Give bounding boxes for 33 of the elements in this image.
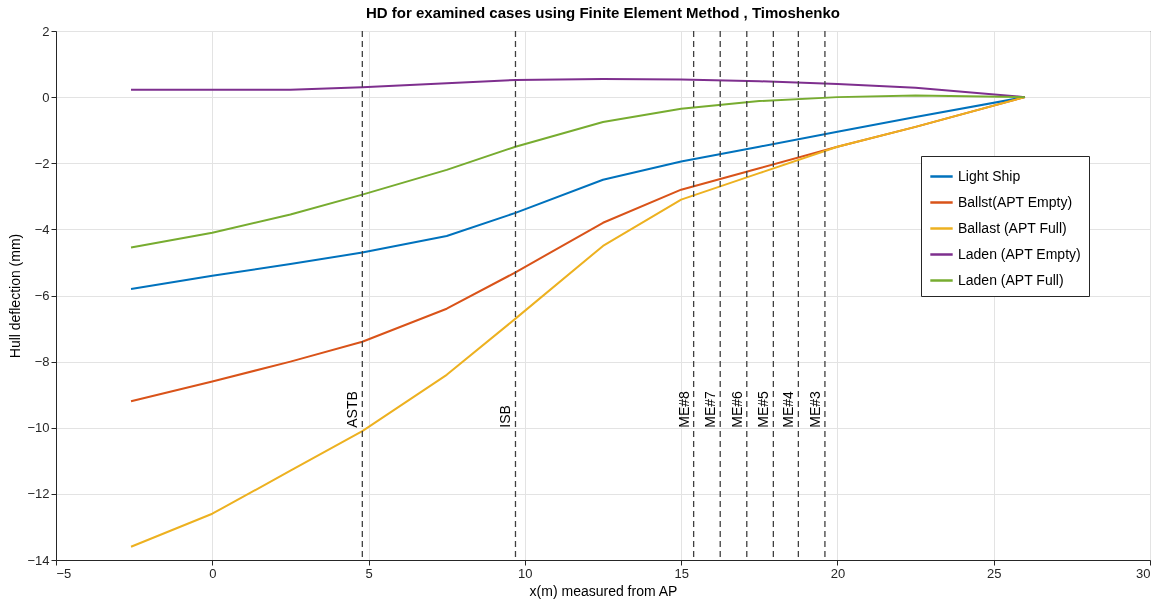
- x-axis-title: x(m) measured from AP: [529, 582, 678, 599]
- y-tick-label: −2: [34, 155, 50, 171]
- legend-label: Ballast (APT Full): [958, 219, 1067, 236]
- ref-line-label: ME#5: [755, 390, 772, 428]
- ref-line-label: ISB: [497, 405, 514, 428]
- x-tick-label: 30: [1136, 565, 1151, 581]
- y-tick-label: −12: [27, 486, 50, 502]
- ref-line-label: ME#8: [675, 390, 692, 428]
- x-tick-label: 5: [365, 565, 373, 581]
- y-tick-label: −6: [34, 288, 50, 303]
- ref-line-label: ME#4: [780, 390, 797, 428]
- ref-line-label: ASTB: [344, 391, 361, 428]
- y-tick-label: 0: [42, 89, 50, 105]
- y-tick-label: 2: [42, 23, 50, 39]
- legend-label: Ballst(APT Empty): [958, 193, 1073, 210]
- ref-line-label: ME#7: [702, 390, 719, 428]
- y-tick-label: −10: [27, 420, 50, 436]
- x-tick-label: −5: [56, 565, 72, 581]
- y-tick-label: −14: [27, 552, 50, 568]
- legend-label: Laden (APT Full): [958, 271, 1064, 288]
- x-tick-label: 15: [674, 565, 689, 581]
- legend-label: Laden (APT Empty): [958, 245, 1081, 262]
- ref-line-label: ME#6: [728, 390, 745, 428]
- x-tick-label: 0: [209, 565, 217, 581]
- y-tick-label: −8: [34, 354, 50, 370]
- y-axis-title: Hull deflection (mm): [7, 233, 24, 359]
- x-tick-label: 25: [986, 565, 1002, 581]
- x-tick-label: 20: [830, 565, 846, 581]
- chart-title: HD for examined cases using Finite Element Method , Timoshenko: [366, 4, 840, 21]
- ref-line-label: ME#3: [806, 390, 823, 428]
- x-tick-label: 10: [518, 565, 533, 581]
- legend-label: Light Ship: [958, 167, 1021, 184]
- y-tick-label: −4: [34, 221, 50, 237]
